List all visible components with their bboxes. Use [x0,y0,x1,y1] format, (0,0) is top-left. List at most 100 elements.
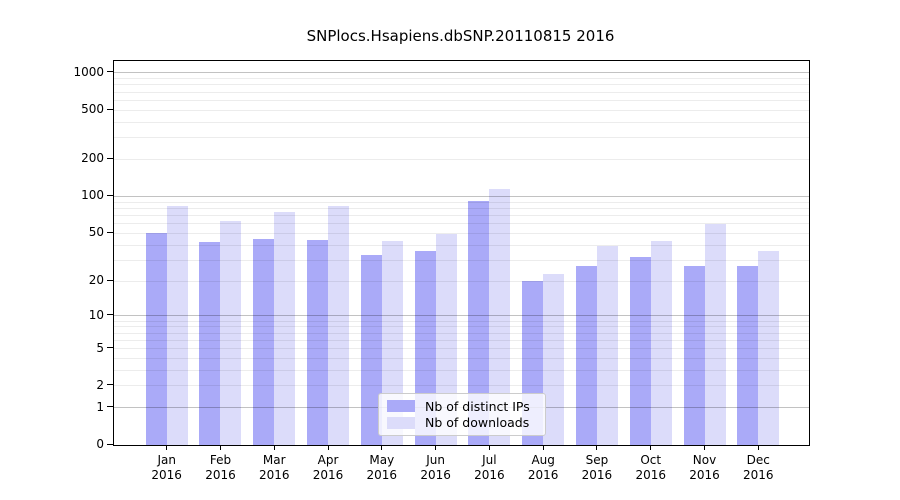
y-axis-tick [107,384,113,386]
legend-label-distinct-ips: Nb of distinct IPs [425,398,530,414]
bar-distinct-ips [575,265,597,445]
bar-distinct-ips [468,200,490,445]
legend-item-distinct-ips: Nb of distinct IPs [387,398,537,415]
gridline-minor [114,348,809,349]
x-axis-tick [542,445,544,450]
y-axis-tick-label: 20 [88,273,104,288]
gridline-minor [114,121,809,123]
bar-downloads [489,189,511,445]
x-axis-tick-label: Jun 2016 [420,453,451,482]
y-axis-tick [107,279,113,281]
gridline-minor [114,259,809,261]
x-axis-tick [704,445,705,450]
gridline-minor [114,232,809,234]
bar-downloads [650,241,672,445]
y-axis-tick-label: 1 [96,399,104,414]
bar-downloads [220,221,242,445]
gridline-minor [114,158,809,160]
bar-downloads [274,212,296,445]
gridline-major [114,195,809,197]
gridline-minor [114,91,809,93]
x-axis-tick-label: Sep 2016 [581,453,613,482]
x-axis-tick-label: Aug 2016 [527,453,559,482]
gridline-minor [114,244,809,246]
bar-distinct-ips [629,256,651,445]
y-axis-tick [107,347,113,348]
x-axis-tick [219,445,221,450]
gridline-major [114,72,809,74]
x-axis-tick-label: May 2016 [366,453,398,482]
gridline-minor [114,280,809,282]
gridline-minor [114,109,809,111]
gridline-minor [114,357,809,359]
y-axis-tick [107,194,113,196]
gridline-minor [114,201,809,203]
x-axis-tick [757,445,759,450]
legend: Nb of distinct IPs Nb of downloads [378,393,546,436]
gridline-minor [114,214,809,216]
bar-downloads [328,206,350,445]
legend-item-downloads: Nb of downloads [387,415,537,432]
x-axis-tick-label: Dec 2016 [742,453,774,482]
gridline-minor [114,84,809,86]
x-axis-tick [435,445,437,450]
bar-downloads [435,234,457,445]
y-axis-tick [107,108,113,110]
gridline-minor [114,326,809,328]
x-axis-tick-label: Jan 2016 [151,453,182,482]
y-axis-tick-label: 200 [81,151,104,166]
x-axis-tick-label: Feb 2016 [205,453,236,482]
bar-distinct-ips [253,238,275,445]
x-axis-tick-label: Jul 2016 [474,453,505,482]
y-axis-tick-label: 10 [88,307,104,322]
bar-distinct-ips [360,255,382,445]
x-axis-tick-label: Apr 2016 [312,453,344,482]
y-axis-tick-label: 5 [96,340,104,355]
y-axis-tick [107,314,113,316]
bar-downloads [758,250,780,445]
gridline-minor [114,137,809,139]
y-axis-tick [107,71,113,73]
x-axis-tick [327,445,329,450]
x-axis-tick [596,445,598,450]
bar-downloads [166,206,188,445]
gridline-minor [114,369,809,371]
bar-downloads [596,246,618,445]
bar-downloads [543,273,565,445]
chart-title: SNPlocs.Hsapiens.dbSNP.20110815 2016 [306,27,615,45]
x-axis-tick-label: Mar 2016 [258,453,290,482]
gridline-minor [114,320,809,322]
x-axis-tick [381,445,383,450]
gridline-minor [114,78,809,80]
bar-downloads [704,223,726,445]
plot-area [113,60,810,446]
gridline-major [114,315,809,317]
x-axis-tick-label: Oct 2016 [635,453,666,482]
gridline-minor [114,99,809,101]
legend-swatch-distinct-ips [387,400,415,413]
y-axis-tick-label: 500 [81,102,104,117]
gridline-minor [114,223,809,225]
x-axis-tick-label: Nov 2016 [689,453,720,482]
y-axis-tick [107,157,113,159]
bar-distinct-ips [737,265,759,445]
y-axis-tick [107,406,113,408]
x-axis-tick [488,445,490,450]
x-axis-tick [650,445,652,450]
x-axis-tick [166,445,168,450]
y-axis-tick [107,231,113,233]
bar-distinct-ips [307,240,329,445]
y-axis-tick-label: 1000 [73,64,104,79]
gridline-minor [114,339,809,341]
y-axis-tick-label: 100 [81,188,104,203]
bar-distinct-ips [683,265,705,445]
x-axis-tick [273,445,275,450]
y-axis-tick-label: 50 [88,225,104,240]
y-axis-tick [107,443,113,445]
y-axis-tick-label: 2 [96,377,104,392]
gridline-minor [114,332,809,334]
gridline-minor [114,207,809,209]
legend-label-downloads: Nb of downloads [425,415,530,431]
bar-distinct-ips [199,242,221,445]
